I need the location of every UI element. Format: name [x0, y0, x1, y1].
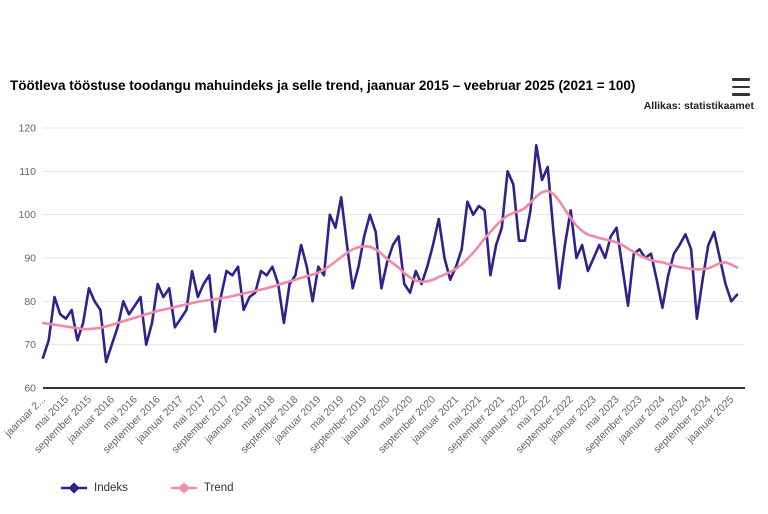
legend-label-indeks: Indeks — [94, 482, 128, 494]
source-label: Allikas: statistikaamet — [643, 100, 754, 112]
trend-series-line — [41, 189, 739, 331]
y-axis-tick-label: 110 — [19, 166, 36, 178]
y-axis-tick-label: 60 — [24, 383, 36, 395]
y-axis-tick-label: 120 — [18, 123, 36, 135]
y-axis-tick-label: 70 — [24, 339, 36, 351]
trend-series-marker-icon — [170, 482, 197, 494]
indeks-series-marker-icon — [61, 482, 87, 494]
legend-item-trend[interactable]: Trend — [170, 482, 234, 494]
hamburger-icon — [732, 93, 750, 96]
chart-title: Töötleva tööstuse toodangu mahuindeks ja… — [10, 78, 636, 93]
y-axis-tick-label: 90 — [24, 253, 36, 265]
legend-label-trend: Trend — [203, 482, 234, 494]
y-axis-tick-label: 100 — [18, 209, 36, 221]
hamburger-icon — [732, 78, 750, 81]
indeks-series-line — [41, 144, 739, 364]
legend-item-indeks[interactable]: Indeks — [60, 482, 128, 494]
y-axis-tick-label: 80 — [24, 296, 36, 308]
hamburger-icon — [732, 85, 750, 89]
legend: Indeks Trend — [60, 482, 234, 494]
context-menu-button[interactable] — [732, 78, 754, 96]
